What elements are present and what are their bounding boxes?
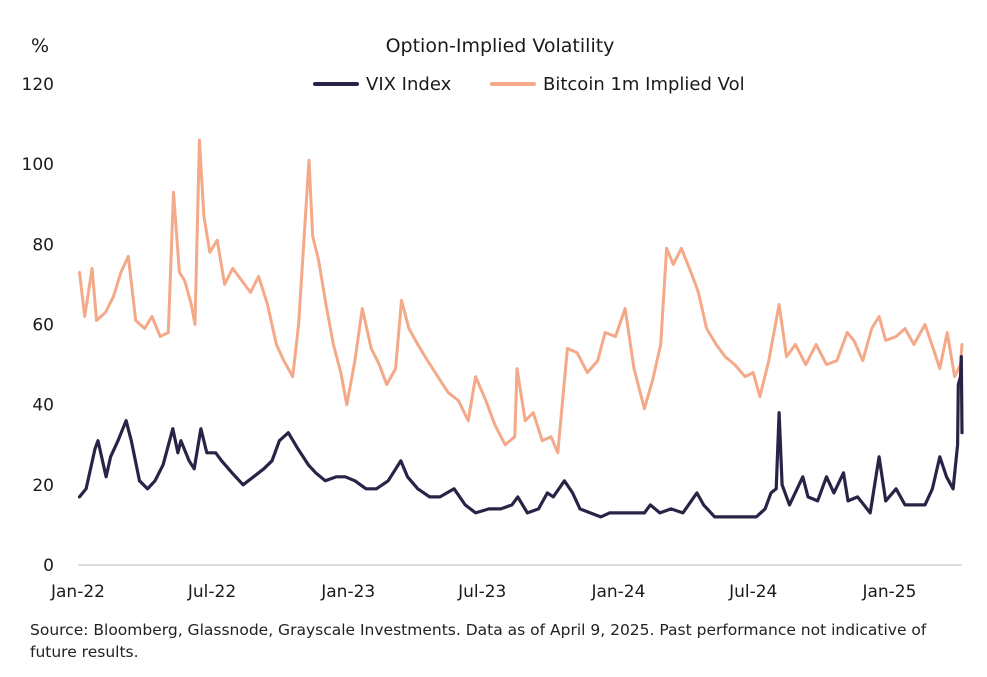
vix-series-line bbox=[77, 355, 964, 519]
y-tick-label: 60 bbox=[32, 316, 54, 336]
x-tick-label: Jul-24 bbox=[728, 582, 777, 602]
x-tick-label: Jul-22 bbox=[187, 582, 236, 602]
bitcoin-iv-series-line bbox=[78, 138, 964, 455]
x-tick-label: Jul-23 bbox=[457, 582, 506, 602]
x-tick-label: Jan-22 bbox=[50, 582, 105, 602]
x-tick-label: Jan-24 bbox=[590, 582, 645, 602]
source-note: Source: Bloomberg, Glassnode, Grayscale … bbox=[30, 621, 927, 661]
x-tick-label: Jan-25 bbox=[861, 582, 916, 602]
legend: VIX Index Bitcoin 1m Implied Vol bbox=[313, 74, 745, 95]
y-tick-label: 80 bbox=[32, 235, 54, 255]
legend-label-bitcoin: Bitcoin 1m Implied Vol bbox=[543, 74, 745, 95]
chart-title: Option-Implied Volatility bbox=[386, 35, 615, 57]
plot-area bbox=[77, 138, 964, 519]
x-axis-ticks: Jan-22 Jul-22 Jan-23 Jul-23 Jan-24 Jul-24 Jan-… bbox=[50, 582, 916, 602]
legend-label-vix: VIX Index bbox=[366, 74, 452, 95]
y-tick-label: 100 bbox=[22, 155, 54, 175]
y-axis-unit-label: % bbox=[31, 35, 49, 57]
y-axis-ticks: 0 20 40 60 80 100 120 bbox=[22, 75, 54, 576]
y-tick-label: 0 bbox=[43, 556, 54, 576]
y-tick-label: 120 bbox=[22, 75, 54, 95]
y-tick-label: 20 bbox=[32, 476, 54, 496]
y-tick-label: 40 bbox=[32, 396, 54, 416]
x-tick-label: Jan-23 bbox=[320, 582, 375, 602]
